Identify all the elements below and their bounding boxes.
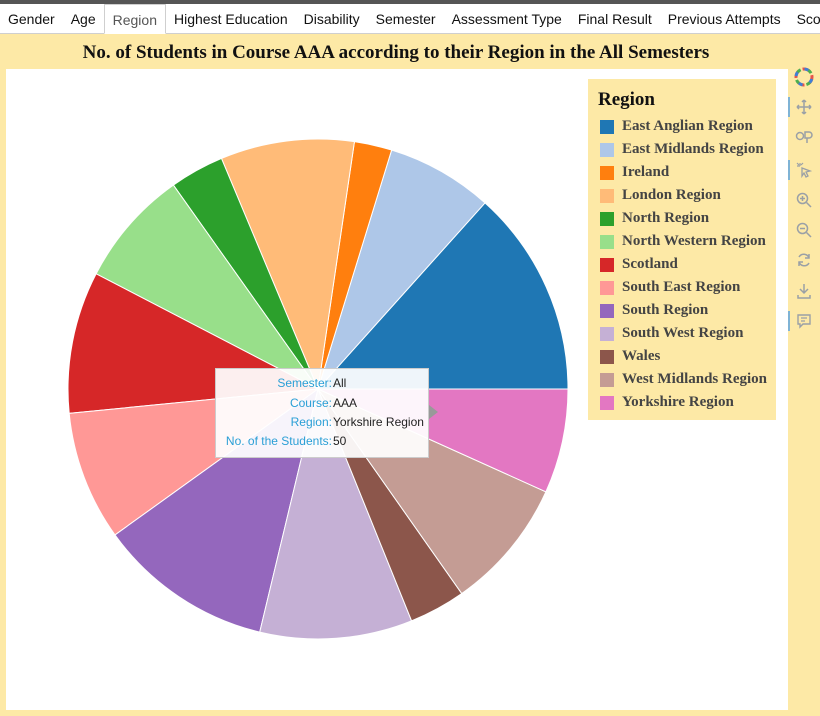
- tooltip-key: Semester:: [277, 376, 332, 390]
- legend-label: North Region: [622, 210, 710, 226]
- legend-swatch: [600, 119, 614, 134]
- tab-assessment-type[interactable]: Assessment Type: [451, 11, 562, 27]
- legend-item: East Anglian Region: [600, 115, 767, 138]
- tooltip-key: Course:: [289, 396, 332, 410]
- legend-swatch: [600, 165, 614, 180]
- legend-item: Ireland: [600, 161, 767, 184]
- zoom-out-icon[interactable]: [788, 218, 820, 242]
- tab-bar: Gender Age Region Highest Education Disa…: [0, 4, 820, 34]
- legend-item: North Region: [600, 207, 767, 230]
- legend-label: North Western Region: [622, 233, 766, 249]
- hover-tooltip: Semester: All Course: AAA Region: Yorksh…: [215, 368, 429, 458]
- tooltip-pointer-icon: [429, 405, 438, 419]
- legend-item: London Region: [600, 184, 767, 207]
- legend-label: South East Region: [622, 279, 741, 295]
- tap-select-icon[interactable]: [788, 158, 820, 182]
- legend-swatch: [600, 211, 614, 226]
- legend-item: South West Region: [600, 322, 767, 345]
- legend-item: South East Region: [600, 276, 767, 299]
- legend-item: Wales: [600, 345, 767, 368]
- tooltip-value: 50: [333, 434, 347, 448]
- legend-swatch: [600, 234, 614, 249]
- tooltip-row-semester: Semester: All: [216, 376, 430, 394]
- legend-label: West Midlands Region: [622, 371, 768, 387]
- save-icon[interactable]: [788, 279, 820, 303]
- legend-label: Yorkshire Region: [622, 394, 734, 410]
- hover-icon[interactable]: [788, 309, 820, 333]
- legend-swatch: [600, 257, 614, 272]
- chart-title: No. of Students in Course AAA according …: [82, 42, 710, 63]
- legend-label: East Anglian Region: [622, 118, 753, 134]
- window-top-bar: [0, 0, 820, 4]
- tooltip-row-region: Region: Yorkshire Region: [216, 415, 430, 433]
- chart-toolbar: [788, 34, 820, 716]
- legend-label: Wales: [622, 348, 661, 364]
- legend-item: Scotland: [600, 253, 767, 276]
- legend-swatch: [600, 372, 614, 387]
- legend-item: West Midlands Region: [600, 368, 767, 391]
- tab-previous-attempts[interactable]: Previous Attempts: [667, 11, 781, 27]
- pie-slice-london-region[interactable]: [220, 138, 356, 391]
- tab-scores[interactable]: Scores: [796, 11, 820, 27]
- legend-item: North Western Region: [600, 230, 767, 253]
- plot-area[interactable]: Region East Anglian Region East Midlands …: [6, 69, 788, 710]
- tab-final-result[interactable]: Final Result: [577, 11, 652, 27]
- tooltip-row-count: No. of the Students: 50: [216, 434, 430, 452]
- legend-swatch: [600, 142, 614, 157]
- legend-swatch: [600, 395, 614, 410]
- legend-swatch: [600, 188, 614, 203]
- tab-highest-education[interactable]: Highest Education: [174, 11, 288, 27]
- box-zoom-icon[interactable]: [788, 125, 820, 149]
- pan-icon[interactable]: [788, 95, 820, 119]
- legend: Region East Anglian Region East Midlands …: [588, 79, 776, 420]
- pie-slice-east-anglian-region[interactable]: [316, 202, 569, 390]
- reset-icon[interactable]: [788, 248, 820, 272]
- legend-label: South West Region: [622, 325, 744, 341]
- legend-label: Scotland: [622, 256, 678, 272]
- zoom-in-icon[interactable]: [788, 188, 820, 212]
- tooltip-key: No. of the Students:: [225, 434, 332, 448]
- tooltip-value: Yorkshire Region: [333, 415, 424, 429]
- tab-age[interactable]: Age: [70, 11, 96, 27]
- legend-label: East Midlands Region: [622, 141, 764, 157]
- tooltip-value: All: [333, 376, 347, 390]
- legend-swatch: [600, 349, 614, 364]
- legend-swatch: [600, 280, 614, 295]
- legend-label: Ireland: [622, 164, 670, 180]
- tab-gender[interactable]: Gender: [8, 11, 55, 27]
- tooltip-value: AAA: [333, 396, 358, 410]
- legend-title: Region: [598, 89, 655, 110]
- bokeh-logo-icon: [788, 65, 820, 89]
- tab-region[interactable]: Region: [103, 4, 166, 34]
- tooltip-key: Region:: [290, 415, 332, 429]
- legend-label: London Region: [622, 187, 721, 203]
- legend-item: Yorkshire Region: [600, 391, 767, 414]
- pie-slice-south-west-region[interactable]: [259, 387, 413, 640]
- tooltip-row-course: Course: AAA: [216, 396, 430, 414]
- legend-label: South Region: [622, 302, 709, 318]
- legend-swatch: [600, 303, 614, 318]
- tab-semester[interactable]: Semester: [375, 11, 436, 27]
- chart-panel: No. of Students in Course AAA according …: [0, 34, 820, 716]
- legend-items: East Anglian Region East Midlands Region I…: [600, 115, 767, 414]
- pie-slice-north-western-region[interactable]: [95, 184, 319, 390]
- legend-swatch: [600, 326, 614, 341]
- legend-item: South Region: [600, 299, 767, 322]
- pie-slice-east-midlands-region[interactable]: [317, 149, 486, 390]
- tab-disability[interactable]: Disability: [303, 11, 360, 27]
- legend-item: East Midlands Region: [600, 138, 767, 161]
